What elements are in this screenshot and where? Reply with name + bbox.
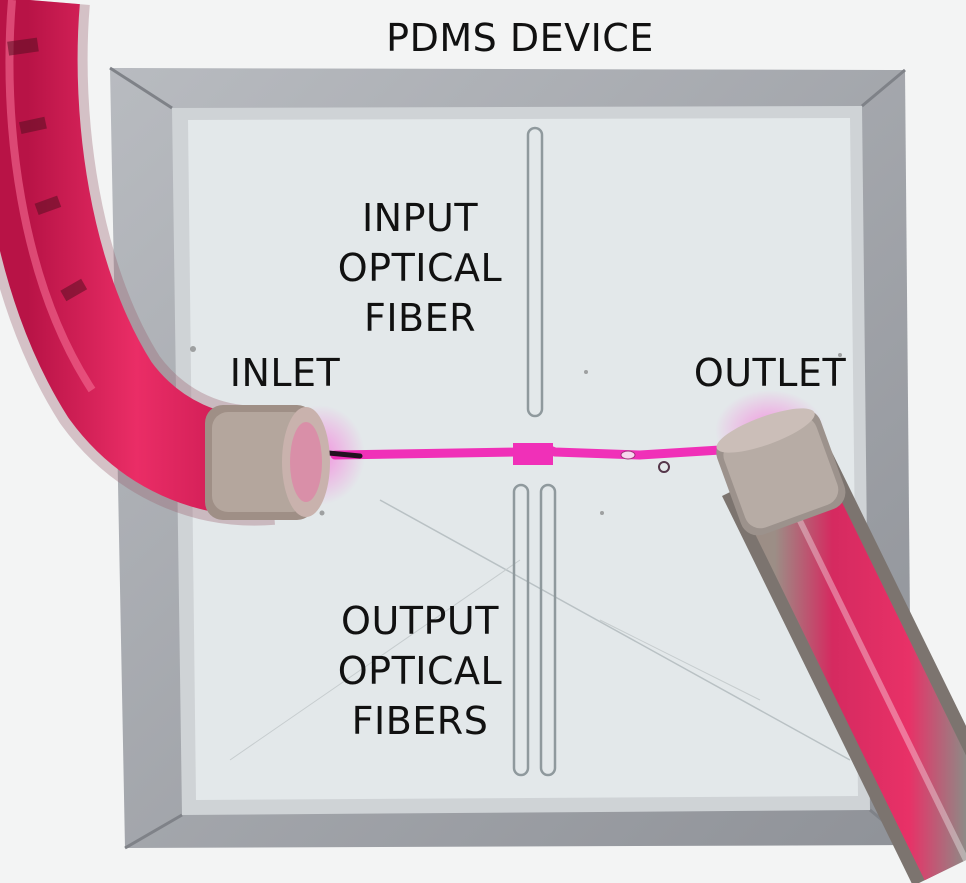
output-label-line-1: OUTPUT — [341, 599, 499, 643]
microfluidic-channel — [315, 435, 750, 473]
pdms-device-label: PDMS DEVICE — [320, 13, 720, 63]
input-optical-fiber-groove — [526, 126, 544, 418]
output-label-line-3: FIBERS — [351, 699, 489, 743]
inlet-text: INLET — [229, 351, 341, 395]
pdms-device-text: PDMS DEVICE — [386, 16, 654, 60]
output-optical-fiber-grooves — [512, 483, 557, 777]
outlet-tubing — [722, 444, 966, 883]
output-label-line-2: OPTICAL — [337, 649, 503, 693]
inlet-connector — [205, 405, 330, 520]
input-optical-fiber-label: INPUT OPTICAL FIBER — [300, 193, 540, 343]
outlet-text: OUTLET — [693, 351, 847, 395]
input-label-line-2: OPTICAL — [337, 246, 503, 290]
output-optical-fibers-label: OUTPUT OPTICAL FIBERS — [300, 596, 540, 746]
inlet-label: INLET — [205, 348, 365, 398]
inlet-tubing — [0, 0, 275, 526]
input-label-line-3: FIBER — [363, 296, 477, 340]
input-label-line-1: INPUT — [361, 196, 479, 240]
outlet-label: OUTLET — [680, 348, 860, 398]
outlet-connector — [716, 408, 846, 536]
